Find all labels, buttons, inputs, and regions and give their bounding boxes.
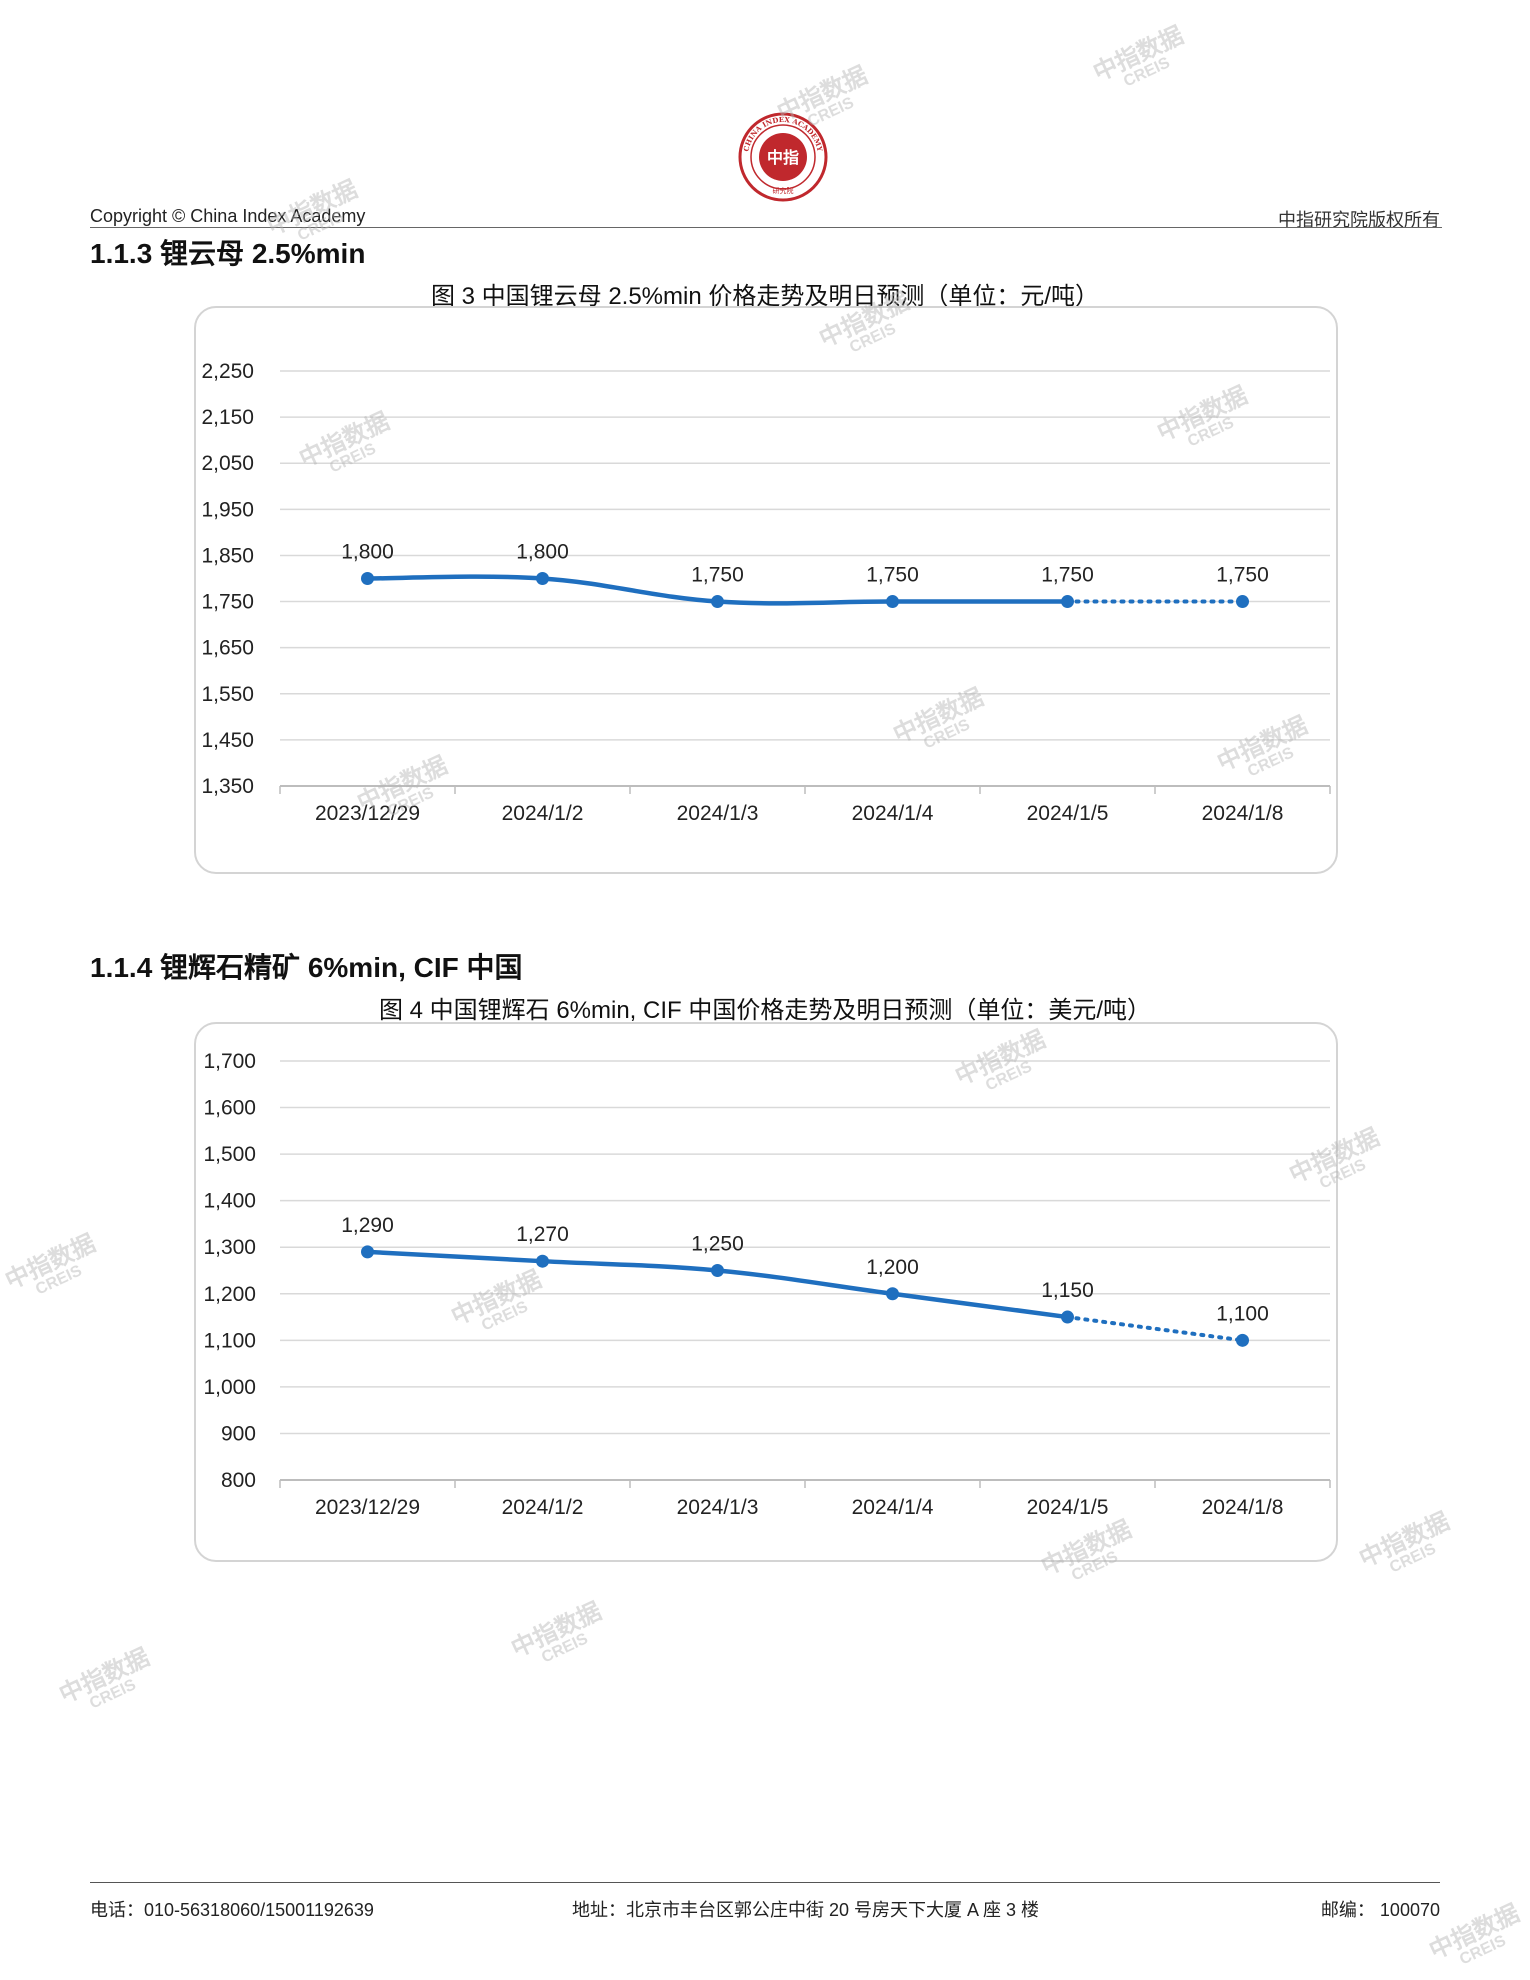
data-point xyxy=(1236,595,1249,609)
data-label: 1,750 xyxy=(866,564,919,587)
data-point xyxy=(361,1245,374,1259)
x-tick-label: 2024/1/8 xyxy=(1202,802,1284,825)
y-tick-label: 1,950 xyxy=(201,498,254,521)
x-tick-label: 2024/1/5 xyxy=(1027,1496,1109,1519)
data-point xyxy=(1061,1310,1074,1324)
chart-title-lepidolite: 图 3 中国锂云母 2.5%min 价格走势及明日预测（单位：元/吨） xyxy=(430,283,1100,310)
series-line-actual xyxy=(365,1249,1070,1320)
x-tick-label: 2024/1/2 xyxy=(502,802,584,825)
y-tick-label: 1,000 xyxy=(203,1376,256,1399)
chart-frame-spodumene xyxy=(194,1022,1338,1562)
data-point xyxy=(536,572,549,585)
data-label: 1,270 xyxy=(516,1223,569,1246)
data-point xyxy=(361,572,374,585)
y-tick-label: 1,450 xyxy=(201,729,254,752)
y-tick-label: 1,850 xyxy=(201,544,254,567)
data-label: 1,100 xyxy=(1216,1302,1269,1325)
data-point xyxy=(1061,595,1074,609)
data-point xyxy=(536,1254,549,1268)
data-label: 1,750 xyxy=(691,564,744,587)
y-tick-label: 2,250 xyxy=(201,360,254,383)
y-tick-label: 2,050 xyxy=(201,452,254,475)
chart-title-spodumene: 图 4 中国锂辉石 6%min, CIF 中国价格走势及明日预测（单位：美元/吨… xyxy=(378,997,1152,1024)
data-label: 1,250 xyxy=(691,1233,744,1256)
x-tick-label: 2024/1/4 xyxy=(852,1496,934,1519)
header-divider xyxy=(90,227,1442,228)
x-tick-label: 2024/1/3 xyxy=(677,1496,759,1519)
y-tick-label: 1,400 xyxy=(203,1190,256,1213)
y-tick-label: 1,200 xyxy=(203,1283,256,1306)
x-tick-label: 2023/12/29 xyxy=(315,1496,420,1519)
data-point xyxy=(886,595,899,609)
x-tick-label: 2024/1/2 xyxy=(502,1496,584,1519)
svg-text:研究院: 研究院 xyxy=(773,186,794,195)
y-tick-label: 1,300 xyxy=(203,1236,256,1259)
section-heading-spodumene: 1.1.4 锂辉石精矿 6%min, CIF 中国 xyxy=(90,952,523,983)
y-tick-label: 800 xyxy=(221,1469,256,1492)
data-label: 1,800 xyxy=(341,541,394,564)
y-tick-label: 1,100 xyxy=(203,1329,256,1352)
svg-text:中指: 中指 xyxy=(767,148,799,167)
y-tick-label: 900 xyxy=(221,1422,256,1445)
data-label: 1,200 xyxy=(866,1256,919,1279)
copyright-text: Copyright © China Index Academy xyxy=(90,206,366,226)
data-label: 1,150 xyxy=(1041,1279,1094,1302)
data-label: 1,750 xyxy=(1041,564,1094,587)
y-tick-label: 1,700 xyxy=(203,1050,256,1073)
x-tick-label: 2024/1/5 xyxy=(1027,802,1109,825)
chart-frame-lepidolite xyxy=(194,306,1338,874)
data-label: 1,290 xyxy=(341,1214,394,1237)
series-line-forecast xyxy=(1065,1315,1245,1343)
data-point xyxy=(711,595,724,609)
footer-address: 地址：北京市丰台区郭公庄中街 20 号房天下大厦 A 座 3 楼 xyxy=(572,1900,1040,1920)
y-tick-label: 1,550 xyxy=(201,683,254,706)
y-tick-label: 1,750 xyxy=(201,591,254,614)
data-point xyxy=(886,1287,899,1301)
x-tick-label: 2024/1/8 xyxy=(1202,1496,1284,1519)
footer-phone: 电话：010-56318060/15001192639 xyxy=(90,1900,374,1920)
x-tick-label: 2023/12/29 xyxy=(315,802,420,825)
footer-postcode: 邮编： 100070 xyxy=(1320,1900,1440,1920)
section-heading-lepidolite: 1.1.3 锂云母 2.5%min xyxy=(90,238,366,269)
rights-text: 中指研究院版权所有 xyxy=(1278,210,1440,231)
data-point xyxy=(1236,1333,1249,1347)
x-tick-label: 2024/1/3 xyxy=(677,802,759,825)
data-point xyxy=(711,1264,724,1277)
x-tick-label: 2024/1/4 xyxy=(852,802,934,825)
footer-divider xyxy=(90,1882,1440,1883)
data-label: 1,800 xyxy=(516,541,569,564)
data-label: 1,750 xyxy=(1216,564,1269,587)
y-tick-label: 1,600 xyxy=(203,1097,256,1120)
china-index-academy-logo: 中指 CHINA INDEX ACADEMY 研究院 xyxy=(738,112,828,202)
y-tick-label: 1,350 xyxy=(201,775,254,798)
y-tick-label: 1,500 xyxy=(203,1143,256,1166)
y-tick-label: 1,650 xyxy=(201,637,254,660)
y-tick-label: 2,150 xyxy=(201,406,254,429)
